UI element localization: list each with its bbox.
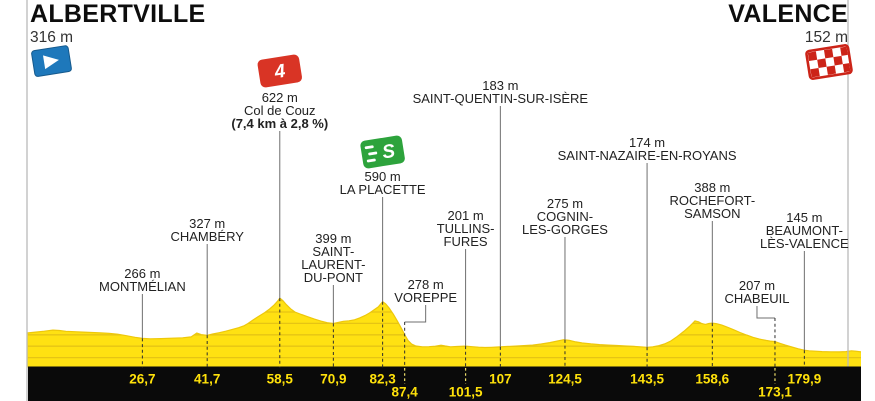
start-city-name: ALBERTVILLE [30,0,206,28]
km-axis-label: 82,3 [369,372,396,387]
waypoint-label: 399 m SAINT-LAURENT-DU-PONT [301,231,365,285]
km-axis-label: 70,9 [320,372,346,387]
waypoint-label: 622 m Col de Couz (7,4 km à 2,8 %) [231,90,328,131]
km-axis-band [28,366,861,401]
finish-city-elevation: 152 m [804,29,848,46]
sprint-badge-icon: S [360,135,405,169]
waypoint-cogninlesgorges: 275 m COGNIN-LES-GORGES 124,5 [522,196,608,387]
waypoint-laplacette: 590 m LA PLACETTE S 82,3 [340,135,426,387]
connector-elbow [404,305,427,323]
svg-text:4: 4 [272,61,287,84]
waypoint-label: 327 m CHAMBÉRY [170,216,244,244]
start-city-elevation: 316 m [30,29,74,46]
waypoint-label: 145 m BEAUMONT-LÈS-VALENCE [760,210,849,251]
waypoint-saintnazaireenroyans: 174 m SAINT-NAZAIRE-EN-ROYANS 143,5 [558,135,737,387]
km-axis-label: 124,5 [548,372,582,387]
waypoint-montmlian: 266 m MONTMÉLIAN 26,7 [99,266,186,387]
km-axis-label: 101,5 [449,385,483,400]
start-flag-icon [31,45,72,77]
waypoint-voreppe: 278 m VOREPPE 87,4 [392,277,458,400]
waypoint-label: 388 m ROCHEFORT-SAMSON [669,180,755,221]
waypoint-label: 266 m MONTMÉLIAN [99,266,186,294]
waypoint-label: 201 m TULLINS-FURES [437,208,495,249]
waypoint-label: 278 m VOREPPE [394,277,457,305]
waypoint-beaumontlsvalence: 145 m BEAUMONT-LÈS-VALENCE 179,9 [760,210,849,387]
waypoint-rochefortsamson: 388 m ROCHEFORT-SAMSON 158,6 [669,180,755,387]
climb-category-4-badge-icon: 4 [257,54,302,88]
svg-text:S: S [381,141,397,164]
km-axis-label: 179,9 [787,372,821,387]
km-axis-label: 58,5 [267,372,294,387]
km-axis-label: 173,1 [758,385,792,400]
finish-flag-icon [805,44,853,80]
km-axis-label: 107 [489,372,512,387]
start-location: ALBERTVILLE 316 m [30,2,206,47]
waypoint-coldecouz: 622 m Col de Couz (7,4 km à 2,8 %) 4 58,5 [231,54,328,387]
km-axis-label: 87,4 [392,385,419,400]
km-axis-label: 26,7 [129,372,155,387]
connector-elbow [756,306,775,319]
km-axis-label: 143,5 [630,372,664,387]
waypoint-label: 590 m LA PLACETTE [340,169,426,197]
waypoint-saintlaurentdupont: 399 m SAINT-LAURENT-DU-PONT 70,9 [301,231,365,387]
waypoint-chabeuil: 207 m CHABEUIL 173,1 [724,278,792,400]
waypoint-label: 275 m COGNIN-LES-GORGES [522,196,608,237]
finish-location: VALENCE 152 m [728,2,848,47]
waypoint-label: 183 m SAINT-QUENTIN-SUR-ISÈRE [413,78,589,106]
waypoint-tullinsfures: 201 m TULLINS-FURES 101,5 [437,208,495,400]
waypoint-chambry: 327 m CHAMBÉRY 41,7 [170,216,244,387]
elevation-profile-area [27,298,861,368]
km-axis-label: 41,7 [194,372,220,387]
finish-city-name: VALENCE [728,0,848,28]
km-axis-label: 158,6 [695,372,729,387]
waypoint-label: 207 m CHABEUIL [724,278,789,306]
waypoint-saintquentinsurisre: 183 m SAINT-QUENTIN-SUR-ISÈRE 107 [413,78,589,387]
waypoint-label: 174 m SAINT-NAZAIRE-EN-ROYANS [558,135,737,163]
